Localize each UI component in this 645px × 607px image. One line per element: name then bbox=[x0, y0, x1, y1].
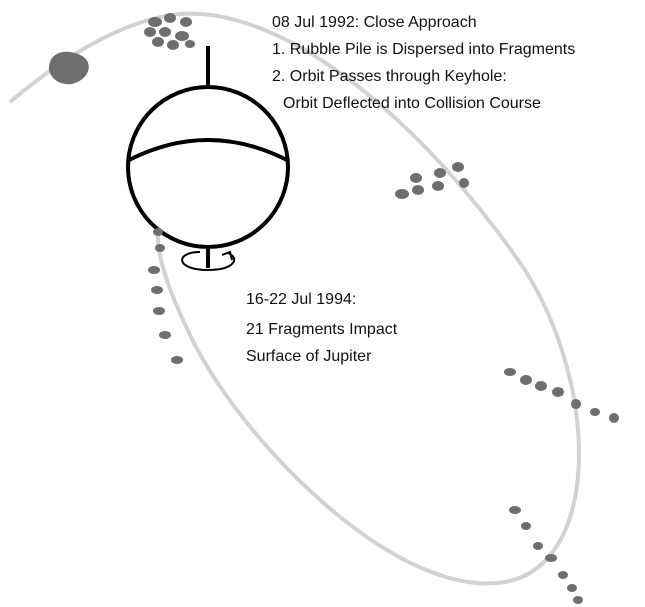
rotation-arrow bbox=[181, 250, 236, 272]
approach-step: 2. Orbit Passes through Keyhole: bbox=[272, 68, 507, 85]
approach-step: 1. Rubble Pile is Dispersed into Fragmen… bbox=[272, 41, 575, 58]
impact-text: 21 Fragments Impact bbox=[246, 321, 398, 338]
impact-date: 16-22 Jul 1994: bbox=[246, 291, 356, 308]
orbit bbox=[8, 11, 581, 586]
jupiter bbox=[126, 46, 290, 268]
impact-text: Surface of Jupiter bbox=[246, 348, 372, 365]
comet bbox=[48, 51, 89, 85]
fragments bbox=[144, 13, 619, 604]
approach-detail: Orbit Deflected into Collision Course bbox=[283, 95, 541, 112]
approach-date: 08 Jul 1992: Close Approach bbox=[272, 14, 477, 31]
